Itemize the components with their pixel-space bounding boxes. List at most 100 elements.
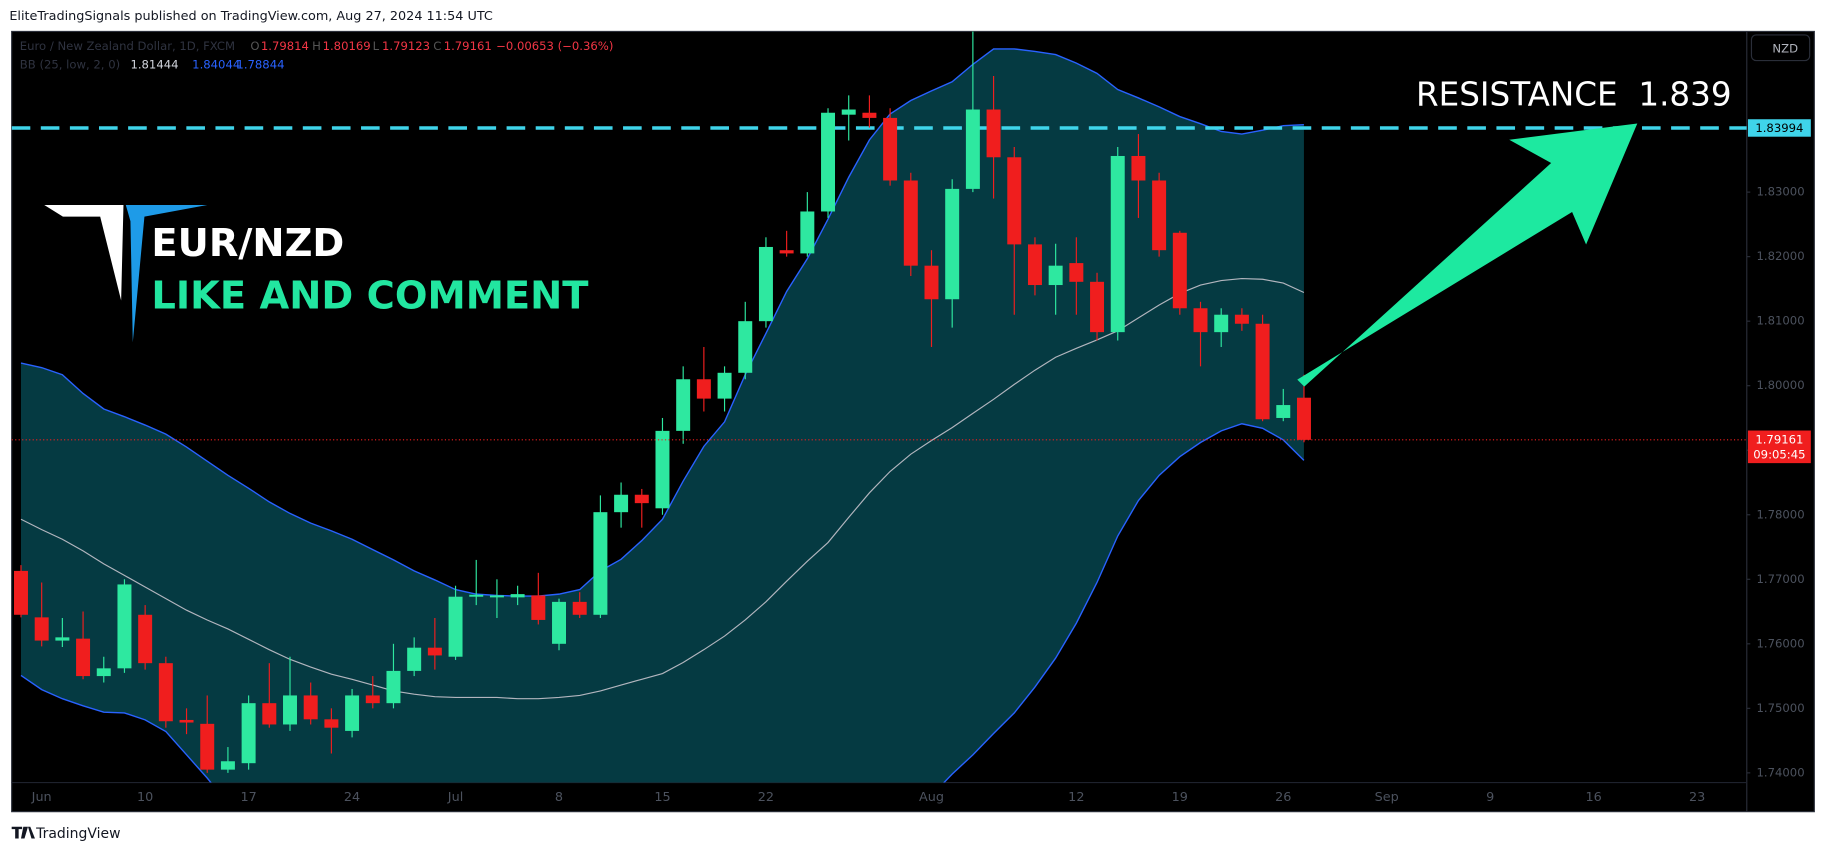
candle-body: [1255, 323, 1270, 420]
candle-body: [1090, 281, 1105, 333]
candle-body: [986, 109, 1001, 158]
candle-body: [96, 668, 111, 677]
candle-body: [324, 719, 339, 728]
candle-body: [510, 594, 525, 598]
bb-label: BB (25, low, 2, 0): [20, 58, 120, 72]
y-tick-label: 1.80000: [1757, 378, 1805, 392]
candle-body: [241, 703, 256, 764]
x-tick-label: 23: [1689, 790, 1705, 805]
candle-body: [76, 638, 91, 677]
legend-h: H: [312, 39, 321, 53]
publisher: EliteTradingSignals published on Trading…: [9, 9, 493, 24]
resistance-price-box: [1747, 119, 1811, 137]
candle-body: [1007, 157, 1022, 245]
candle-body: [345, 695, 360, 731]
candle-body: [779, 250, 794, 254]
candle-body: [303, 695, 318, 720]
candle-body: [1069, 263, 1084, 282]
legend-o: O: [250, 39, 259, 53]
x-tick-label: 9: [1486, 790, 1494, 805]
y-tick-label: 1.74000: [1757, 765, 1805, 779]
candle-body: [179, 719, 194, 723]
current-price-box: [1747, 430, 1811, 464]
candle-body: [821, 112, 836, 212]
candle-body: [489, 595, 504, 598]
candle-body: [758, 246, 773, 322]
legend-high: 1.80169: [323, 39, 371, 53]
candle-body: [531, 595, 546, 620]
current-price-label: 1.79161: [1755, 432, 1803, 446]
currency-button[interactable]: [1750, 34, 1811, 62]
x-tick-label: 22: [758, 790, 774, 805]
candle-body: [676, 379, 691, 431]
x-tick-label: 10: [137, 790, 153, 805]
candle-body: [717, 372, 732, 399]
candle-body: [1193, 308, 1208, 333]
plot-area: [11, 31, 1747, 783]
arrow: [1297, 123, 1638, 387]
candle-body: [158, 663, 173, 722]
candle-body: [1296, 397, 1311, 440]
candle-body: [903, 180, 918, 266]
bb-basis-value: 1.81444: [130, 58, 178, 72]
bb-basis-line: [20, 277, 1305, 700]
candle-body: [1276, 405, 1291, 418]
candle-body: [365, 695, 380, 704]
candle-body: [862, 112, 877, 118]
candle-body: [614, 494, 629, 513]
y-tick-label: 1.75000: [1757, 701, 1805, 715]
candle-body: [945, 188, 960, 300]
candle-body: [469, 594, 484, 597]
call-to-action: LIKE AND COMMENT: [151, 274, 588, 319]
candle-body: [138, 614, 153, 664]
candle-body: [407, 647, 422, 671]
bb-lower-line: [20, 423, 1305, 783]
candle-body: [200, 723, 215, 770]
candle-body: [883, 117, 898, 181]
candle-body: [841, 109, 856, 115]
candle-body: [965, 109, 980, 189]
y-tick-label: 1.76000: [1757, 636, 1805, 650]
candle-body: [1131, 155, 1146, 181]
candle-body: [924, 265, 939, 300]
candle-body: [572, 601, 587, 615]
y-tick-label: 1.78000: [1757, 507, 1805, 521]
band-fill: [20, 48, 1304, 783]
x-tick-label: Aug: [919, 790, 944, 805]
x-tick-label: 16: [1586, 790, 1602, 805]
candle-body: [593, 512, 608, 615]
candle-body: [448, 596, 463, 657]
bb-upper-value: 1.84044: [192, 58, 240, 72]
x-tick-label: 26: [1275, 790, 1291, 805]
x-tick-label: 19: [1172, 790, 1188, 805]
candle-body: [262, 703, 277, 725]
candle-body: [696, 379, 711, 399]
candle-body: [1110, 155, 1125, 333]
candle-body: [800, 211, 815, 254]
x-tick-label: 12: [1068, 790, 1084, 805]
candle-body: [55, 637, 70, 641]
candle-body: [220, 761, 235, 770]
bb-lower-value: 1.78844: [236, 58, 284, 72]
candle-body: [655, 430, 670, 509]
x-tick-label: 24: [344, 790, 360, 805]
candle-body: [386, 670, 401, 704]
candle-body: [34, 617, 49, 641]
currency-label[interactable]: NZD: [1772, 41, 1798, 55]
x-tick-label: 17: [240, 790, 256, 805]
candle-body: [1152, 180, 1167, 251]
logo-blue: [125, 204, 208, 343]
y-tick-label: 1.81000: [1757, 314, 1805, 328]
symbol-label: EUR/NZD: [151, 221, 344, 266]
footer-logo: [11, 826, 35, 839]
resistance-annotation: RESISTANCE 1.839: [1416, 76, 1732, 114]
footer-brand: TradingView: [35, 826, 120, 842]
countdown-label: 09:05:45: [1753, 447, 1805, 461]
legend-change: −0.00653 (−0.36%): [496, 39, 613, 53]
legend-title: Euro / New Zealand Dollar, 1D, FXCM: [20, 39, 235, 53]
x-tick-label: Jul: [447, 790, 463, 805]
y-tick-label: 1.77000: [1757, 572, 1805, 586]
legend-l: L: [373, 39, 380, 53]
candle-body: [14, 570, 28, 615]
